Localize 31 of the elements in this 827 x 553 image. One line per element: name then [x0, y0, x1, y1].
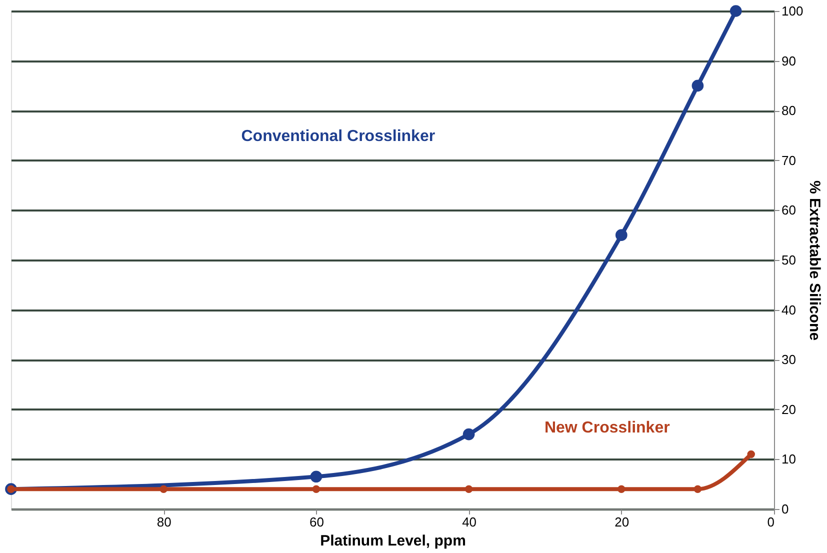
x-tick-label: 80 [156, 514, 172, 530]
point [747, 450, 755, 458]
point [310, 470, 322, 483]
y-tick-label: 30 [782, 352, 796, 368]
point [312, 485, 320, 493]
y-tick-label: 90 [782, 53, 796, 68]
point [160, 485, 168, 493]
x-tick-label: 60 [309, 514, 324, 530]
point [462, 428, 475, 440]
y-tick-label: 60 [782, 202, 796, 218]
text: New Crosslinker [544, 420, 670, 437]
point [730, 5, 742, 17]
x-axis-title: Platinum Level, ppm [320, 532, 466, 550]
text: Conventional Crosslinker [241, 128, 436, 146]
y-tick-label: 20 [782, 402, 796, 417]
y-tick-label: 40 [782, 302, 796, 318]
point [618, 485, 626, 493]
y-tick-label: 10 [782, 452, 796, 467]
x-tick-label: 20 [614, 514, 630, 530]
x-tick-label: 40 [462, 514, 477, 530]
y-tick-label: 50 [782, 252, 796, 268]
x-tick-label: 0 [767, 514, 774, 530]
point [692, 80, 704, 92]
point [464, 485, 473, 493]
point [615, 229, 628, 242]
y-tick-label: 70 [782, 152, 796, 168]
y-tick-label: 80 [782, 103, 796, 118]
y-tick-label: 0 [782, 502, 789, 516]
y-tick-label: 100 [782, 4, 804, 18]
point [694, 485, 702, 493]
y-axis-title: % Extractable Silicone [806, 180, 824, 341]
